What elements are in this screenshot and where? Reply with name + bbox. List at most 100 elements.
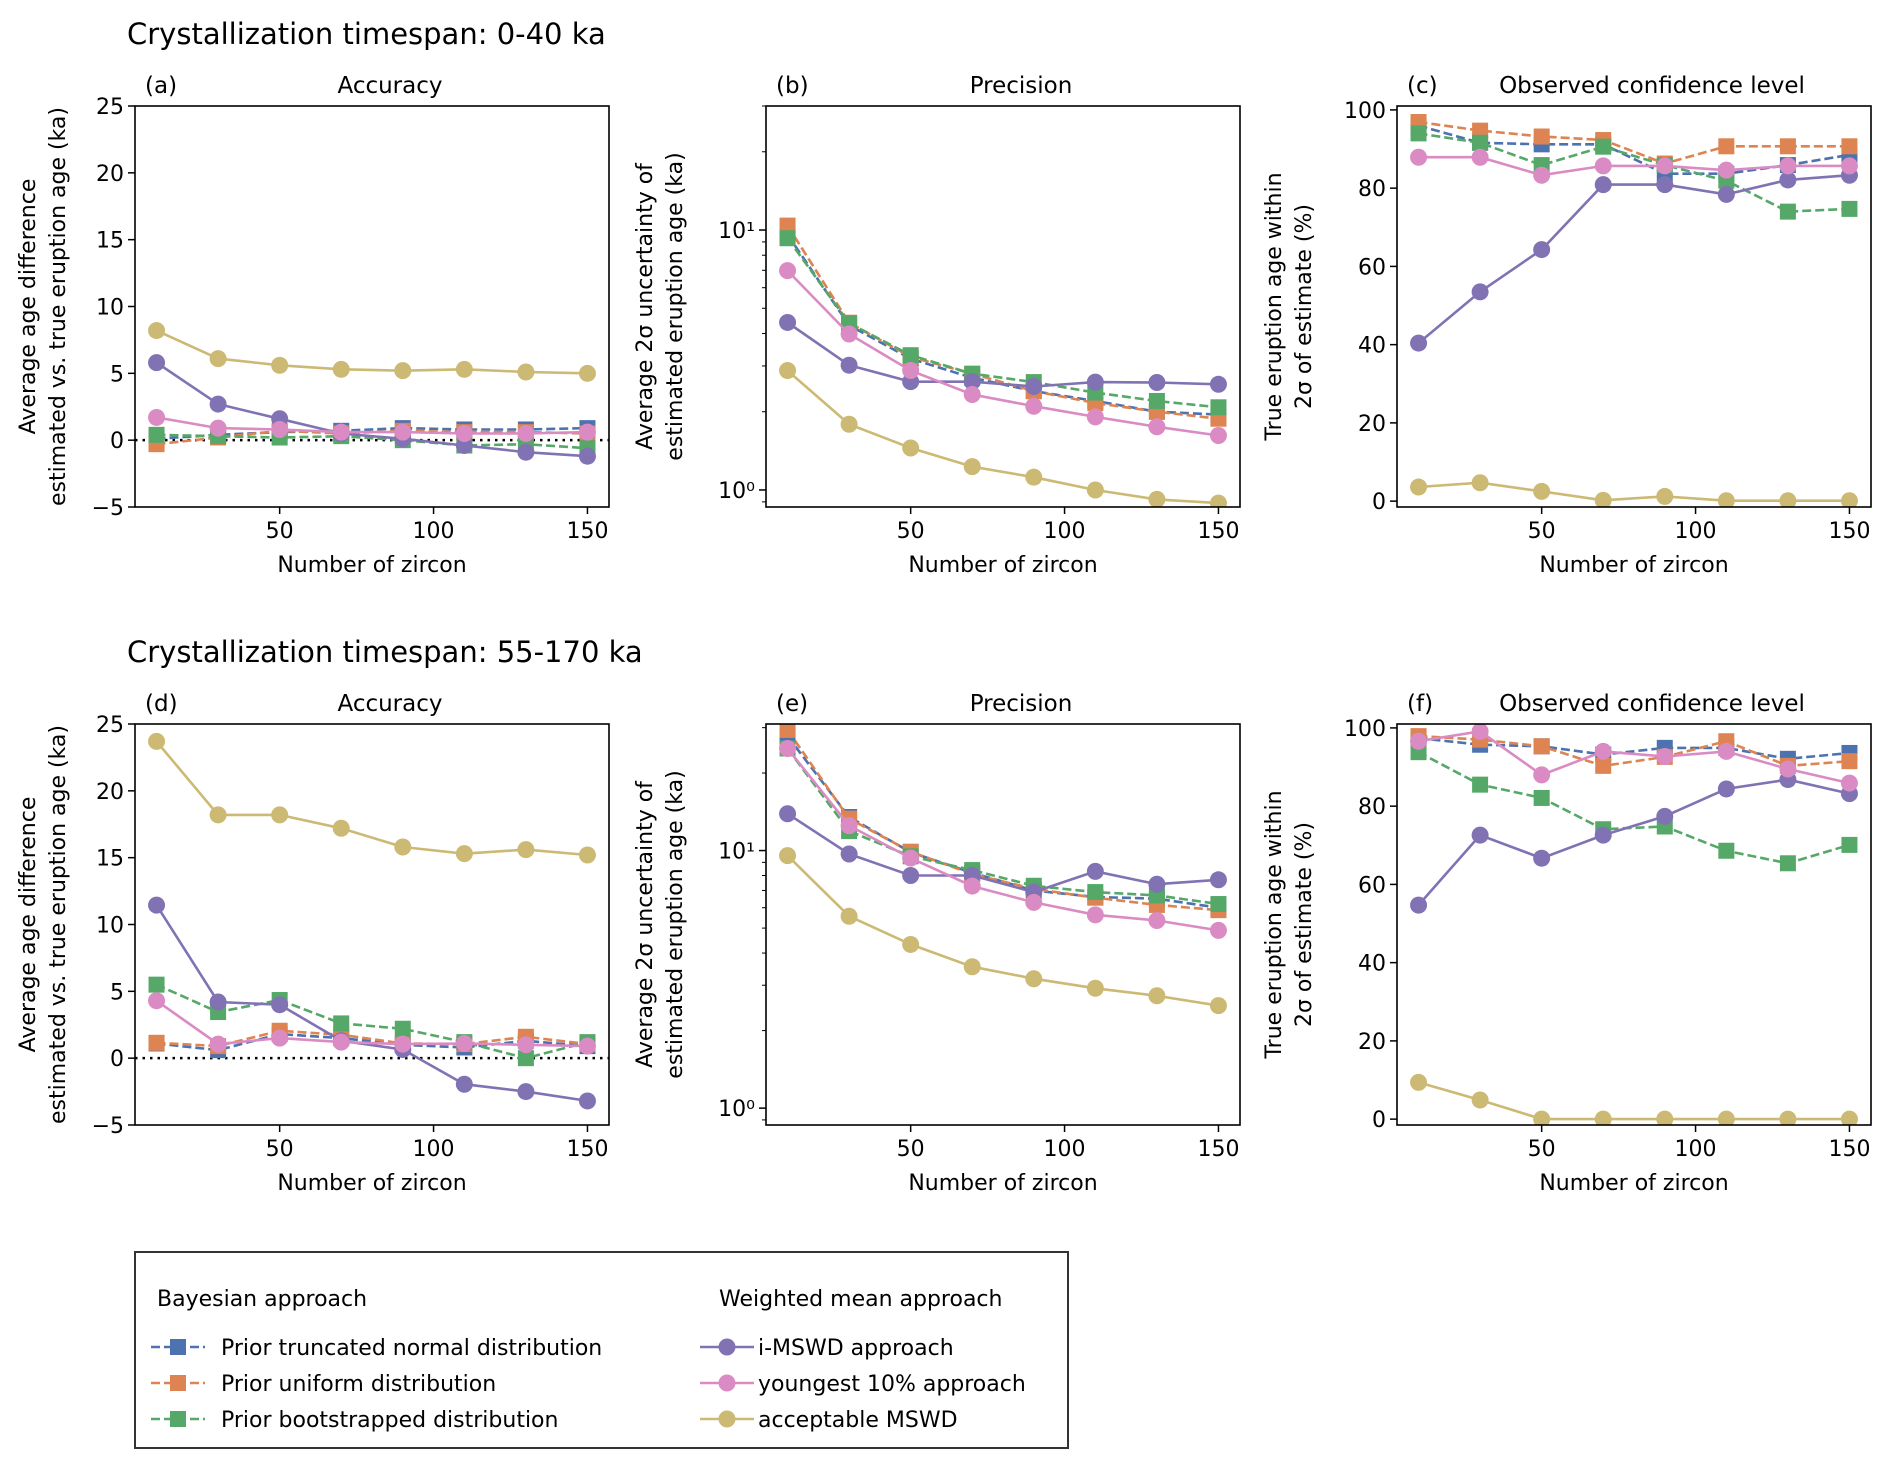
data-point [578,846,596,864]
circle-marker-icon [718,1374,736,1392]
y-axis-label-line: estimated eruption age (ka) [663,152,688,460]
row-title-bottom: Crystallization timespan: 55-170 ka [127,635,643,669]
y-tick-label: 10 [96,914,124,939]
series-youngest-10-approach [148,408,596,442]
data-point [779,217,796,234]
legend-entry: i-MSWD approach [700,1336,954,1361]
panel-label: (f) [1407,691,1433,717]
data-point [1410,334,1428,352]
axes-frame [134,723,610,1126]
data-point [1656,487,1674,505]
data-point [1656,807,1674,825]
legend-entry: acceptable MSWD [700,1408,958,1433]
series-line [1417,751,1850,865]
series-line [1418,155,1850,177]
y-tick-label: 15 [96,847,124,872]
series-youngest-10-approach [779,262,1227,445]
series-acceptable-mswd [148,322,596,382]
y-axis-label-line: True eruption age within [1262,172,1287,441]
y-tick-label: 15 [96,229,124,254]
legend-frame [134,1251,1069,1449]
y-tick-label: −5 [92,1114,124,1139]
x-tick-label: 50 [1528,1137,1556,1162]
data-point [1840,492,1858,507]
y-axis-label-line: 2σ of estimate (%) [1292,822,1317,1027]
panel-label: (e) [776,691,808,717]
legend-entry: Prior bootstrapped distribution [151,1408,558,1433]
legend-entry: Prior uniform distribution [151,1372,496,1397]
data-point [1086,481,1104,499]
data-point [1717,185,1735,203]
data-point [578,1037,596,1055]
x-axis-label: Number of zircon [908,553,1097,578]
data-point [1779,760,1797,778]
chart-panel-d: (d) Accuracy 50 100 150 Number of zircon −5 0 5 1… [16,691,610,1196]
y-tick-label: 0 [110,429,124,454]
series-youngest-10-approach [779,740,1227,939]
data-point [209,993,227,1011]
data-point [779,847,797,865]
data-point [1209,921,1227,939]
legend-label: youngest 10% approach [758,1372,1026,1397]
data-point [1779,138,1796,155]
plot-area [779,217,1227,507]
data-point [148,896,166,914]
y-tick-label: 10⁰ [718,1097,755,1122]
y-axis-label-line: estimated vs. true eruption age (ka) [46,107,71,506]
y-tick-label: 5 [110,980,124,1005]
panel-label: (b) [776,73,809,99]
series-line [1417,778,1850,906]
data-point [902,849,920,867]
data-point [1717,161,1735,179]
chart-panel-b: (b) Precision 50 100 150 Number of zircon 10⁰ 1… [633,73,1241,578]
x-tick-label: 100 [1044,519,1086,544]
x-tick-label: 100 [1675,519,1717,544]
legend-label: Prior bootstrapped distribution [221,1408,558,1433]
y-axis-label-line: Average 2σ uncertainty of [633,780,658,1068]
series-line [155,329,588,375]
data-point [1717,742,1735,760]
data-point [148,1034,165,1051]
series-line [156,1032,588,1052]
data-point [963,958,981,976]
square-marker-icon [170,1375,186,1391]
plot-area [135,322,609,465]
data-point [271,996,289,1014]
data-point [840,845,858,863]
series-i-mswd-approach [779,313,1227,396]
data-point [1594,826,1612,844]
x-axis-label: Number of zircon [277,553,466,578]
panel-title: Precision [970,73,1073,99]
x-tick-label: 50 [897,519,925,544]
data-point [840,325,858,343]
data-point [1472,134,1489,151]
data-point [578,364,596,382]
data-point [333,1015,350,1032]
data-point [1656,747,1674,765]
series-line [786,747,1219,932]
data-point [1779,171,1797,189]
data-point [1533,738,1550,755]
data-point [517,443,535,461]
data-point [578,1092,596,1110]
series-line [155,983,588,1060]
data-point [455,1034,473,1052]
legend: Bayesian approach Weighted mean approach… [134,1251,1069,1449]
data-point [840,356,858,374]
data-point [1779,855,1796,872]
data-point [517,1083,535,1101]
series-line [1418,132,1850,213]
data-point [332,819,350,837]
chart-panel-f: (f) Observed confidence level 50 100 150 Numb… [1262,691,1872,1196]
data-point [1656,176,1674,194]
data-point [840,907,858,925]
series-line [155,999,588,1048]
x-tick-label: 50 [1528,519,1556,544]
y-tick-label: 60 [1358,255,1386,280]
y-axis-label-line: 2σ of estimate (%) [1292,204,1317,409]
series-i-mswd-approach [1410,166,1858,352]
data-point [1594,1110,1612,1125]
data-point [1210,399,1227,416]
data-point [779,313,797,331]
